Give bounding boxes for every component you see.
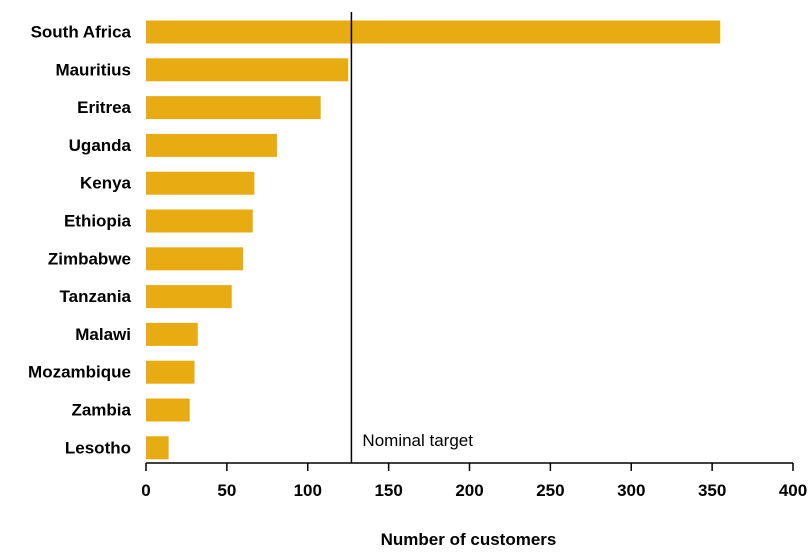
category-label-kenya: Kenya [80,174,132,193]
x-tick-label: 250 [536,481,564,500]
category-label-eritrea: Eritrea [77,98,131,117]
bar-uganda [146,133,278,157]
x-tick-label: 100 [294,481,322,500]
category-label-mauritius: Mauritius [55,60,131,79]
category-label-mozambique: Mozambique [28,363,131,382]
bar-eritrea [146,96,321,120]
x-axis-ticks: 0 50 100 150 200 250 300 350 400 [141,463,807,500]
x-tick-label: 150 [374,481,402,500]
bar-malawi [146,322,198,346]
x-axis-title: Number of customers [381,530,557,549]
bar-mozambique [146,360,195,384]
bar-zambia [146,398,190,422]
category-label-uganda: Uganda [69,136,132,155]
category-label-zimbabwe: Zimbabwe [48,249,131,268]
x-tick-label: 200 [455,481,483,500]
category-label-zambia: Zambia [71,401,131,420]
x-tick-label: 50 [217,481,236,500]
category-label-ethiopia: Ethiopia [64,212,132,231]
category-label-tanzania: Tanzania [60,287,132,306]
bar-south-africa [146,20,721,44]
x-tick-label: 400 [779,481,807,500]
x-tick-label: 300 [617,481,645,500]
bar-ethiopia [146,209,253,233]
nominal-target-label: Nominal target [362,431,473,450]
bar-kenya [146,171,255,195]
category-label-south-africa: South Africa [31,23,132,42]
category-label-malawi: Malawi [75,325,131,344]
bars-group [146,20,721,460]
bar-lesotho [146,436,169,460]
bar-zimbabwe [146,247,244,271]
category-labels: South Africa Mauritius Eritrea Uganda Kenya E… [28,23,131,458]
x-tick-label: 350 [698,481,726,500]
bar-tanzania [146,285,232,309]
category-label-lesotho: Lesotho [65,438,131,457]
bar-mauritius [146,58,349,82]
x-tick-label: 0 [141,481,150,500]
